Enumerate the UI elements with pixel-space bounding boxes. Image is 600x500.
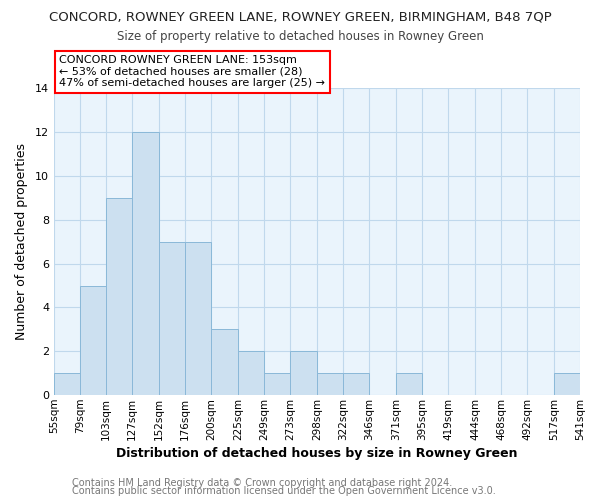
Bar xyxy=(343,373,369,395)
Text: Contains public sector information licensed under the Open Government Licence v3: Contains public sector information licen… xyxy=(72,486,496,496)
Y-axis label: Number of detached properties: Number of detached properties xyxy=(15,143,28,340)
X-axis label: Distribution of detached houses by size in Rowney Green: Distribution of detached houses by size … xyxy=(116,447,518,460)
Bar xyxy=(264,373,290,395)
Bar xyxy=(159,242,185,395)
Bar xyxy=(396,373,422,395)
Text: CONCORD, ROWNEY GREEN LANE, ROWNEY GREEN, BIRMINGHAM, B48 7QP: CONCORD, ROWNEY GREEN LANE, ROWNEY GREEN… xyxy=(49,10,551,23)
Bar xyxy=(554,373,580,395)
Bar xyxy=(185,242,211,395)
Text: Size of property relative to detached houses in Rowney Green: Size of property relative to detached ho… xyxy=(116,30,484,43)
Bar xyxy=(80,286,106,395)
Text: CONCORD ROWNEY GREEN LANE: 153sqm
← 53% of detached houses are smaller (28)
47% : CONCORD ROWNEY GREEN LANE: 153sqm ← 53% … xyxy=(59,55,325,88)
Bar xyxy=(238,352,264,395)
Bar xyxy=(290,352,317,395)
Bar xyxy=(54,373,80,395)
Bar xyxy=(132,132,159,395)
Bar xyxy=(106,198,132,395)
Bar xyxy=(211,330,238,395)
Text: Contains HM Land Registry data © Crown copyright and database right 2024.: Contains HM Land Registry data © Crown c… xyxy=(72,478,452,488)
Bar xyxy=(317,373,343,395)
